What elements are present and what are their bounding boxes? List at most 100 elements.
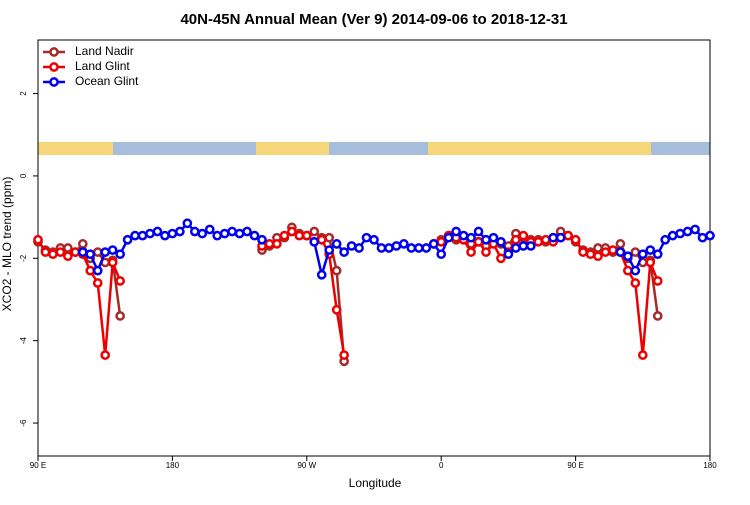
point bbox=[570, 234, 581, 245]
point bbox=[339, 247, 349, 257]
point bbox=[623, 265, 633, 276]
land-ocean-strip bbox=[38, 142, 710, 155]
point bbox=[167, 228, 178, 239]
point bbox=[227, 226, 237, 237]
point bbox=[63, 243, 73, 253]
point bbox=[436, 236, 447, 247]
point bbox=[637, 350, 648, 360]
point bbox=[630, 247, 641, 257]
point bbox=[115, 249, 125, 260]
point bbox=[137, 230, 148, 241]
point bbox=[496, 236, 506, 247]
point bbox=[376, 243, 387, 253]
point bbox=[697, 232, 708, 243]
point bbox=[623, 251, 633, 262]
point bbox=[77, 247, 88, 257]
point bbox=[212, 230, 223, 241]
point bbox=[175, 226, 185, 237]
legend-marker bbox=[49, 77, 59, 87]
point bbox=[197, 228, 208, 239]
point bbox=[675, 228, 685, 239]
y-tick-label: -4 bbox=[19, 337, 28, 345]
point bbox=[204, 224, 215, 235]
point bbox=[70, 247, 81, 257]
point bbox=[324, 245, 335, 255]
point bbox=[369, 234, 379, 245]
point bbox=[660, 234, 671, 245]
point bbox=[585, 249, 596, 260]
point bbox=[92, 265, 103, 276]
y-tick-label: -6 bbox=[19, 419, 28, 427]
point bbox=[287, 226, 297, 237]
point bbox=[428, 239, 439, 249]
point bbox=[518, 241, 529, 251]
point bbox=[48, 249, 58, 260]
point bbox=[555, 232, 566, 243]
point bbox=[496, 253, 506, 264]
point bbox=[354, 243, 364, 253]
x-tick-label: 90 E bbox=[567, 461, 583, 470]
point bbox=[55, 247, 66, 257]
x-tick-label: 180 bbox=[166, 461, 180, 470]
point bbox=[100, 247, 111, 257]
point bbox=[346, 241, 357, 251]
point bbox=[182, 218, 193, 229]
point bbox=[316, 269, 327, 280]
point bbox=[33, 234, 43, 245]
point bbox=[630, 265, 641, 276]
legend-marker bbox=[49, 47, 59, 57]
point bbox=[309, 226, 320, 237]
point bbox=[518, 230, 529, 241]
point bbox=[242, 226, 252, 237]
point bbox=[391, 241, 402, 251]
point bbox=[234, 228, 245, 239]
point bbox=[548, 232, 559, 243]
legend-label: Land Nadir bbox=[75, 44, 134, 58]
point bbox=[593, 251, 603, 262]
point bbox=[160, 230, 170, 241]
point bbox=[63, 251, 73, 262]
point bbox=[630, 278, 641, 288]
point bbox=[122, 234, 133, 245]
point bbox=[249, 230, 260, 241]
point bbox=[593, 243, 603, 253]
legend-label: Ocean Glint bbox=[75, 74, 139, 88]
point bbox=[503, 249, 514, 260]
point bbox=[77, 239, 88, 249]
y-tick-label: 0 bbox=[19, 173, 28, 178]
point bbox=[257, 234, 267, 245]
point bbox=[107, 257, 118, 268]
point bbox=[481, 234, 491, 245]
point bbox=[481, 247, 491, 257]
point bbox=[667, 230, 678, 241]
point bbox=[92, 247, 103, 257]
point bbox=[130, 230, 140, 241]
point bbox=[92, 278, 103, 288]
point bbox=[705, 230, 715, 241]
point bbox=[189, 226, 200, 237]
point bbox=[309, 236, 320, 247]
y-tick-label: 2 bbox=[19, 91, 28, 96]
point bbox=[533, 236, 544, 247]
point bbox=[100, 350, 111, 360]
y-axis-label: XCO2 - MLO trend (ppm) bbox=[0, 177, 14, 312]
point bbox=[645, 257, 656, 268]
point bbox=[540, 234, 551, 245]
point bbox=[473, 236, 484, 247]
point bbox=[264, 239, 275, 249]
land-band bbox=[38, 142, 113, 155]
point bbox=[115, 276, 125, 286]
point bbox=[361, 232, 372, 243]
point bbox=[413, 243, 424, 253]
land-band bbox=[428, 142, 651, 155]
point bbox=[473, 226, 484, 237]
point bbox=[443, 232, 454, 243]
x-axis-label: Longitude bbox=[349, 476, 402, 490]
x-tick-label: 90 E bbox=[30, 461, 46, 470]
point bbox=[384, 243, 394, 253]
point bbox=[85, 249, 96, 260]
point bbox=[272, 239, 282, 249]
point bbox=[331, 304, 342, 315]
point bbox=[219, 228, 230, 239]
